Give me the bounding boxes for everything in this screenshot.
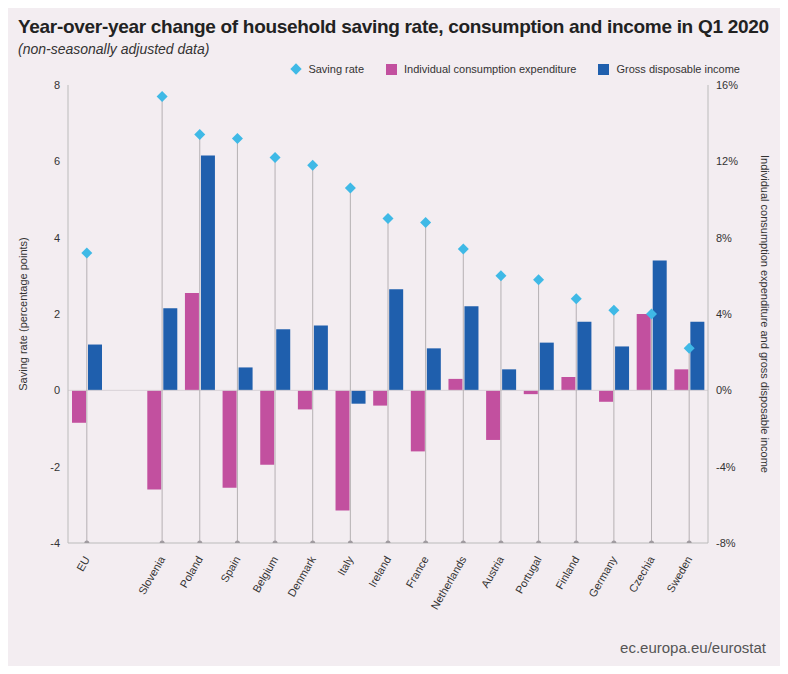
- html-text:Year-over-year change of house: Year-over-year change of household savin…: [18, 16, 769, 37]
- svg-text:Italy: Italy: [335, 554, 356, 578]
- svg-text:Ireland: Ireland: [366, 554, 393, 589]
- html-text:Saving rate: Saving rate: [308, 63, 364, 75]
- html-text:ec.europa.eu/eurostat: ec.europa.eu/eurostat: [620, 639, 766, 656]
- svg-text:Saving rate (percentage points: Saving rate (percentage points): [17, 237, 29, 390]
- svg-text:Spain: Spain: [218, 554, 242, 584]
- svg-text:Slovenia: Slovenia: [136, 553, 168, 596]
- html-text:Individual consumption expendi: Individual consumption expenditure: [404, 63, 577, 75]
- svg-text:Portugal: Portugal: [513, 554, 544, 595]
- html-text:(non-seasonally adjusted data): (non-seasonally adjusted data): [18, 41, 210, 57]
- svg-text:Sweden: Sweden: [664, 554, 694, 594]
- svg-text:0: 0: [54, 384, 60, 396]
- svg-text:16%: 16%: [716, 79, 738, 91]
- svg-text:Czechia: Czechia: [626, 553, 657, 594]
- svg-text:Netherlands: Netherlands: [428, 554, 468, 612]
- svg-text:EU: EU: [74, 554, 92, 573]
- svg-text:-8%: -8%: [716, 537, 736, 549]
- svg-text:Denmark: Denmark: [285, 554, 318, 599]
- svg-text:Poland: Poland: [177, 554, 205, 590]
- svg-text:Finland: Finland: [553, 554, 581, 591]
- svg-text:12%: 12%: [716, 155, 738, 167]
- svg-text:Germany: Germany: [586, 554, 619, 600]
- svg-text:Belgium: Belgium: [250, 554, 280, 594]
- svg-text:8: 8: [54, 79, 60, 91]
- svg-text:Austria: Austria: [479, 553, 507, 589]
- svg-text:0%: 0%: [716, 384, 732, 396]
- svg-text:4: 4: [54, 232, 60, 244]
- svg-text:-2: -2: [50, 461, 60, 473]
- svg-text:France: France: [403, 554, 431, 590]
- svg-text:-4: -4: [50, 537, 60, 549]
- html-text:Gross disposable income: Gross disposable income: [616, 63, 740, 75]
- svg-text:2: 2: [54, 308, 60, 320]
- svg-text:6: 6: [54, 155, 60, 167]
- svg-text:-4%: -4%: [716, 461, 736, 473]
- svg-text:4%: 4%: [716, 308, 732, 320]
- svg-text:8%: 8%: [716, 232, 732, 244]
- svg-text:Individual consumption expendi: Individual consumption expenditure and g…: [759, 155, 771, 473]
